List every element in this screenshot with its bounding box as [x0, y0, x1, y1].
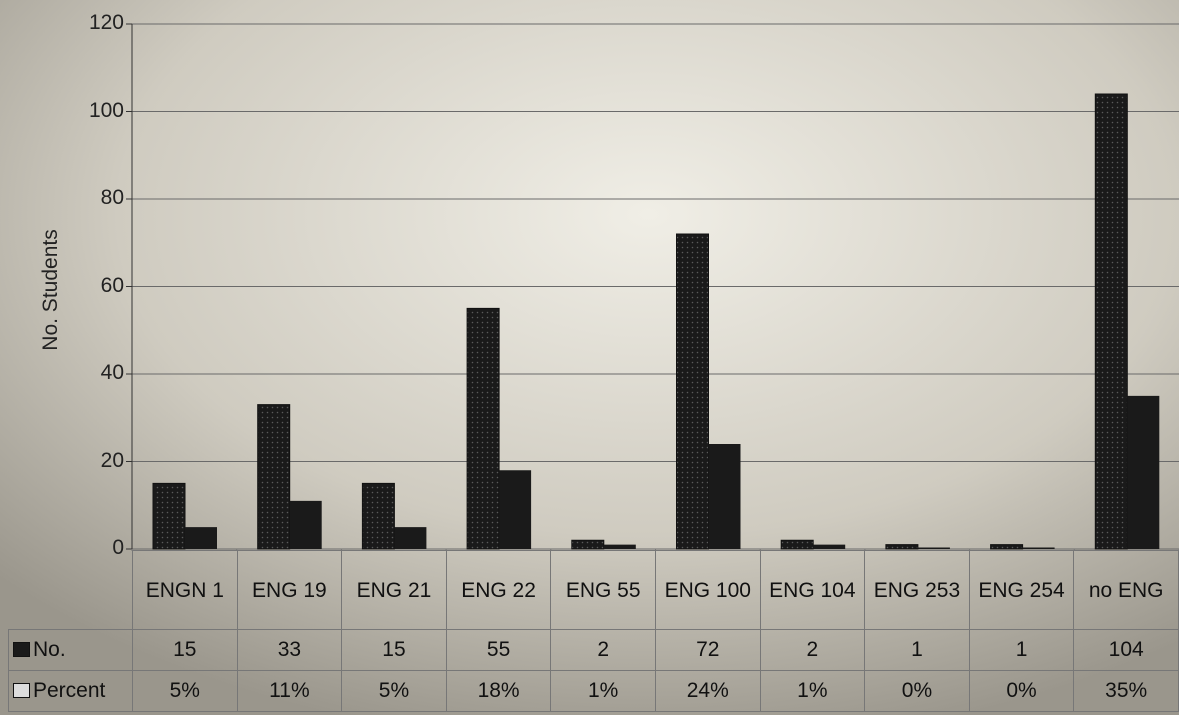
bar-no-students	[361, 482, 395, 550]
y-tick-label: 120	[88, 11, 124, 34]
table-cell: 2	[550, 629, 656, 671]
y-tick-label: 80	[100, 186, 124, 209]
table-cell: 0%	[864, 670, 970, 712]
category-label: ENG 21	[341, 550, 447, 630]
row-header: No.	[8, 629, 133, 671]
table-corner	[8, 550, 133, 630]
table-cell: 35%	[1073, 670, 1179, 712]
table-cell: 1	[968, 629, 1075, 671]
bar-percent	[708, 444, 741, 549]
table-cell: 0%	[968, 670, 1075, 712]
row-header: Percent	[8, 670, 133, 712]
category-label: ENG 100	[654, 550, 761, 630]
category-label: ENG 55	[550, 550, 656, 630]
category-label: ENG 253	[864, 550, 970, 630]
category-label: no ENG	[1073, 550, 1179, 630]
y-tick-label: 0	[112, 536, 124, 559]
table-row: Percent 5% 11% 5% 18% 1% 24% 1% 0% 0% 35%	[8, 670, 1179, 712]
table-cell: 15	[132, 629, 238, 671]
row-header-label: Percent	[33, 679, 106, 702]
bar-no-students	[466, 307, 500, 550]
bar-no-students	[1094, 93, 1128, 550]
table-cell: 72	[654, 629, 761, 671]
table-cell: 1%	[759, 670, 866, 712]
bar-percent	[603, 544, 636, 549]
bar-percent	[499, 470, 532, 549]
y-tick-label: 100	[88, 98, 124, 122]
y-tick-label: 20	[100, 448, 124, 472]
table-cell: 104	[1073, 629, 1179, 671]
bar-percent	[1022, 547, 1055, 549]
category-row: ENGN 1 ENG 19 ENG 21 ENG 22 ENG 55 ENG 100 ENG…	[8, 550, 1179, 630]
table-cell: 15	[341, 629, 447, 671]
table-cell: 55	[445, 629, 552, 671]
bar-no-students	[257, 404, 291, 550]
y-tick-label: 40	[100, 361, 124, 384]
table-cell: 24%	[654, 670, 761, 712]
bar-no-students	[990, 544, 1024, 550]
bar-percent	[185, 527, 217, 549]
bar-percent	[289, 500, 322, 549]
bar-percent	[917, 547, 950, 549]
row-header-label: No.	[33, 638, 66, 661]
y-axis-label: No. Students	[39, 229, 62, 351]
table-cell: 11%	[236, 670, 343, 712]
y-tick-label: 60	[100, 273, 124, 297]
bar-no-students	[676, 233, 709, 550]
category-label: ENGN 1	[132, 550, 238, 630]
category-label: ENG 19	[236, 550, 343, 630]
bar-percent	[1127, 395, 1160, 549]
category-label: ENG 22	[445, 550, 552, 630]
bar-percent	[394, 527, 427, 549]
table-cell: 2	[759, 629, 866, 671]
table-cell: 5%	[132, 670, 238, 712]
category-label: ENG 104	[759, 550, 866, 630]
bar-no-students	[780, 539, 814, 550]
category-label: ENG 254	[968, 550, 1075, 630]
table-cell: 1%	[550, 670, 656, 712]
bar-no-students	[152, 482, 186, 550]
legend-swatch-no	[13, 642, 30, 657]
table-row: No. 15 33 15 55 2 72 2 1 1 104	[8, 629, 1179, 671]
table-cell: 18%	[445, 670, 552, 712]
bar-percent	[813, 544, 846, 549]
bar-no-students	[885, 544, 919, 550]
table-cell: 1	[864, 629, 970, 671]
bar-no-students	[571, 539, 605, 550]
legend-swatch-percent	[13, 683, 30, 698]
data-table: ENGN 1 ENG 19 ENG 21 ENG 22 ENG 55 ENG 100 ENG…	[8, 550, 1179, 712]
table-cell: 5%	[341, 670, 447, 712]
table-cell: 33	[236, 629, 343, 671]
